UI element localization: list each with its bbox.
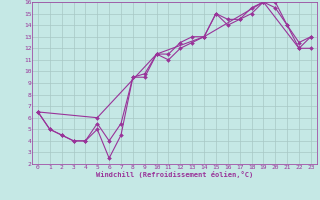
X-axis label: Windchill (Refroidissement éolien,°C): Windchill (Refroidissement éolien,°C) xyxy=(96,171,253,178)
